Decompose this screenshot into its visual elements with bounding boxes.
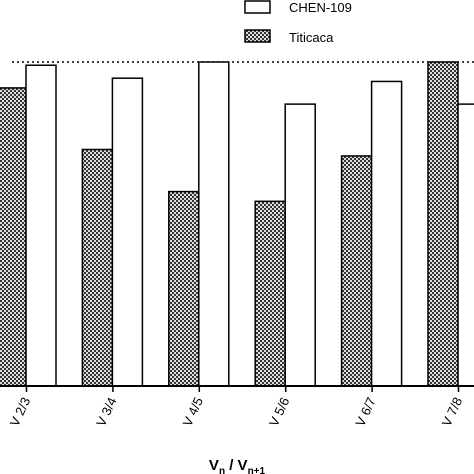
bar-titicaca-2 [81, 148, 114, 387]
x-tick-label-1: V 2/3 [7, 395, 33, 429]
x-tick-labels-group: V 2/3 V 3/4 V 4/5 V 5/6 V 6/7 V 7/8 [7, 395, 465, 429]
legend-swatch-titicaca [244, 29, 271, 43]
x-axis-title: Vn / Vn+1 [209, 457, 266, 474]
x-ticks-group [25, 386, 460, 392]
bar-chen-109-6 [457, 103, 474, 387]
bar-chen-109-1 [25, 64, 57, 387]
bar-titicaca-5 [340, 155, 373, 387]
bar-chen-109-3 [198, 61, 230, 387]
x-tick-label-4: V 5/6 [266, 395, 292, 429]
bar-titicaca-4 [254, 200, 286, 387]
x-axis-title-main: V [209, 457, 219, 474]
x-axis-title-sub-b: n+1 [248, 466, 266, 474]
bar-titicaca-1 [0, 87, 27, 387]
legend-label-titicaca: Titicaca [289, 30, 334, 45]
bar-chen-109-4 [284, 103, 316, 387]
legend-label-chen-109: CHEN-109 [289, 0, 352, 15]
x-tick-label-6: V 7/8 [439, 395, 465, 429]
legend: CHEN-109 Titicaca [244, 0, 352, 45]
bar-titicaca-6 [427, 61, 459, 387]
x-tick-label-5: V 6/7 [352, 395, 378, 429]
x-tick-label-3: V 4/5 [180, 395, 206, 429]
bar-chen-109-5 [370, 80, 403, 387]
x-tick-label-2: V 3/4 [93, 395, 119, 429]
legend-swatch-chen-109 [244, 0, 271, 14]
x-axis-title-sub-a: n [219, 466, 225, 474]
x-axis-title-sep: / V [225, 457, 248, 474]
bar-chen-109-2 [111, 77, 144, 387]
bar-titicaca-3 [168, 190, 200, 387]
bars-group [0, 61, 474, 387]
